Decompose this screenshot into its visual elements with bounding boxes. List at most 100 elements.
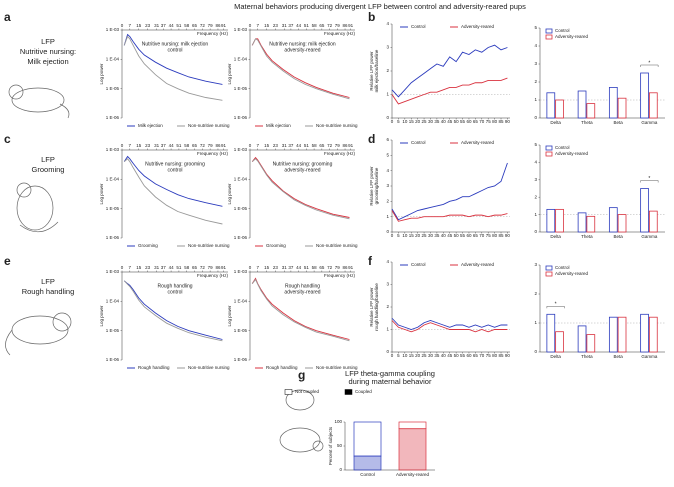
chart-title: control: [167, 47, 182, 53]
x-tick-label: 50: [454, 119, 460, 124]
x-axis-label: Frequency (Hz): [197, 151, 229, 156]
x-tick-label: 15: [136, 143, 142, 148]
x-tick-label: 0: [391, 233, 394, 238]
bar: [640, 313, 649, 353]
y-tick-label: 1: [534, 97, 537, 102]
y-axis-label: Log power: [227, 63, 232, 85]
bar: [546, 313, 556, 353]
series-line: [123, 35, 223, 101]
y-tick-label: 100: [334, 419, 342, 424]
x-tick-label: Beta: [613, 234, 623, 239]
bar: [586, 215, 596, 233]
legend-label: Adversity-reared: [461, 262, 495, 267]
x-axis-label: Frequency (Hz): [324, 31, 356, 36]
y-tick-label: 5: [534, 142, 537, 147]
chart-title: Nutritive nursing: milk ejection: [142, 41, 209, 47]
y-tick-label: 1 E-03: [106, 147, 120, 152]
chart-title: during maternal behavior: [349, 377, 432, 386]
x-tick-label: 72: [327, 23, 333, 28]
x-tick-label: 44: [169, 265, 175, 270]
y-tick-label: 4: [534, 43, 537, 48]
legend-label: Coupled: [355, 389, 372, 394]
significance-bracket: [640, 180, 659, 183]
y-tick-label: 0: [534, 115, 537, 120]
x-tick-label: 79: [335, 265, 341, 270]
x-tick-label: 58: [312, 143, 318, 148]
legend-label: Control: [555, 265, 570, 270]
legend-label: Milk ejection: [138, 123, 163, 128]
y-tick-label: 0: [339, 467, 342, 472]
x-tick-label: 75: [486, 353, 492, 358]
x-tick-label: 0: [121, 143, 124, 148]
y-tick-label: 0: [386, 349, 389, 354]
series-line: [123, 158, 223, 225]
bar: [648, 210, 658, 233]
x-tick-label: 50: [454, 233, 460, 238]
panel-label: LFP: [41, 37, 55, 46]
x-tick-label: 5: [397, 353, 400, 358]
legend-label: Adversity-reared: [555, 34, 589, 39]
x-tick-label: 30: [428, 119, 434, 124]
x-tick-label: 0: [249, 265, 252, 270]
bar: [577, 212, 587, 233]
x-tick-label: 7: [129, 265, 132, 270]
y-tick-label: 2: [534, 194, 537, 199]
x-tick-label: 0: [249, 23, 252, 28]
y-tick-label: 0: [534, 349, 537, 354]
y-tick-label: 50: [337, 443, 343, 448]
x-tick-label: 30: [428, 353, 434, 358]
x-tick-label: Delta: [550, 120, 561, 125]
figure-title: Maternal behaviors producing divergent L…: [234, 2, 526, 11]
y-tick-label: 1 E-06: [234, 357, 248, 362]
y-axis-label: milk ejection/baseline: [374, 49, 379, 92]
bar: [617, 97, 627, 119]
x-tick-label: 86: [343, 265, 349, 270]
legend-label: Milk ejection: [266, 123, 291, 128]
x-tick-label: 51: [304, 143, 310, 148]
x-tick-label: 23: [273, 23, 279, 28]
x-tick-label: 65: [319, 23, 325, 28]
x-tick-label: 15: [409, 119, 415, 124]
legend-label: Non-nutritive nursing: [188, 365, 230, 370]
y-axis-label: Log power: [99, 63, 104, 85]
bar: [586, 334, 596, 353]
bar-segment: [398, 421, 427, 430]
legend-label: Adversity-reared: [461, 140, 495, 145]
bar: [617, 214, 627, 233]
x-tick-label: Adversity-reared: [396, 472, 430, 477]
x-tick-label: 40: [441, 233, 447, 238]
x-tick-label: Delta: [550, 234, 561, 239]
x-tick-label: 37: [161, 23, 167, 28]
panel-letter: d: [368, 132, 375, 146]
legend-label: Control: [411, 262, 426, 267]
y-tick-label: 1 E-04: [106, 299, 120, 304]
x-tick-label: 10: [402, 233, 408, 238]
x-tick-label: 51: [176, 143, 182, 148]
panel-label: LFP: [41, 155, 55, 164]
x-tick-label: 44: [169, 23, 175, 28]
y-axis-label: Log power: [99, 305, 104, 327]
panel-letter: g: [298, 368, 305, 382]
series-line: [391, 44, 508, 98]
panel-label: Milk ejection: [27, 57, 68, 66]
bar: [608, 87, 618, 119]
bar: [546, 92, 556, 119]
x-tick-label: Beta: [613, 120, 623, 125]
x-axis-label: Frequency (Hz): [197, 273, 229, 278]
bar: [586, 103, 596, 119]
x-tick-label: 51: [176, 23, 182, 28]
y-tick-label: 4: [386, 21, 389, 26]
x-tick-label: Gamma: [641, 120, 658, 125]
x-tick-label: 15: [409, 233, 415, 238]
x-tick-label: 40: [441, 119, 447, 124]
x-tick-label: 91: [221, 265, 227, 270]
legend-swatch: [545, 151, 553, 157]
x-tick-label: 58: [312, 23, 318, 28]
x-tick-label: 15: [136, 23, 142, 28]
x-tick-label: 5: [397, 119, 400, 124]
x-tick-label: 7: [256, 143, 259, 148]
y-tick-label: 1 E-06: [106, 115, 120, 120]
bar: [555, 99, 564, 119]
x-tick-label: 65: [319, 265, 325, 270]
x-tick-label: 20: [415, 353, 421, 358]
